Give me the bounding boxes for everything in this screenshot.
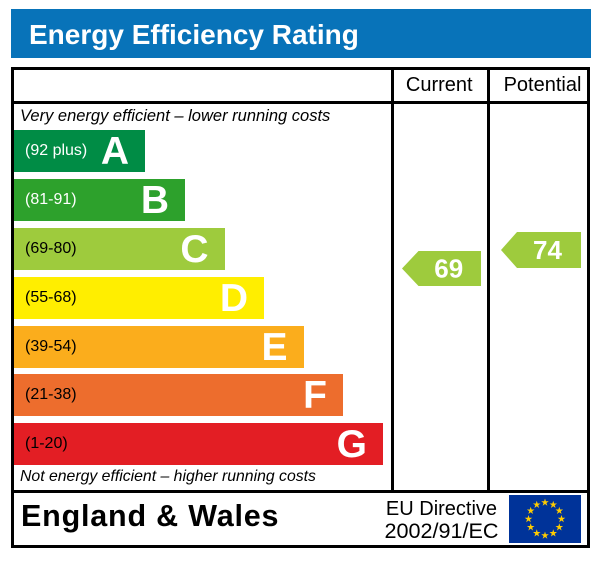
svg-text:74: 74 [533,235,562,265]
svg-text:69: 69 [434,254,463,284]
